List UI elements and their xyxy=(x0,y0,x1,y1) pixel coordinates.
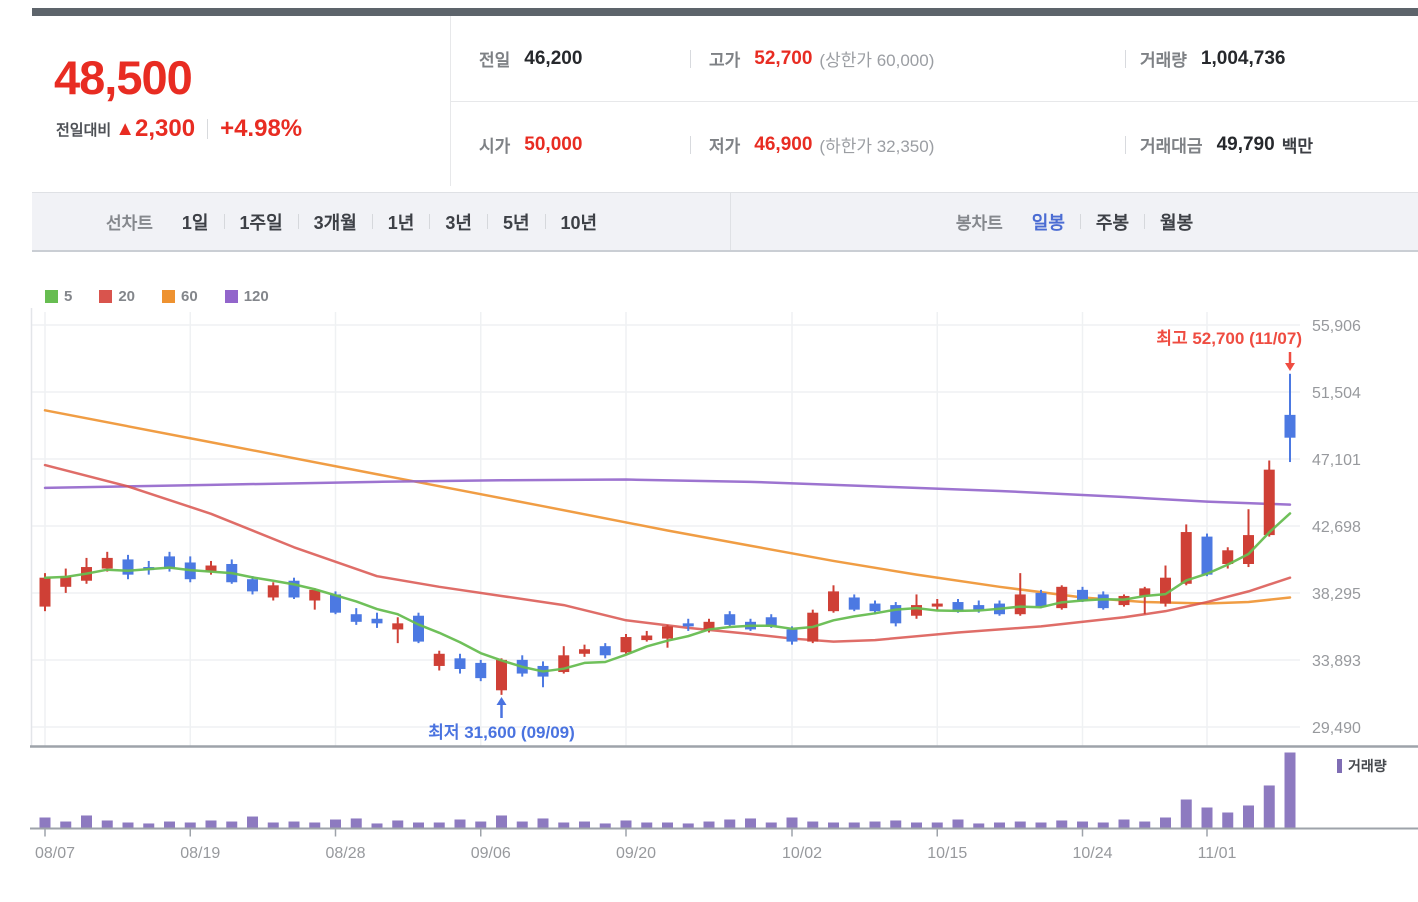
top-dark-strip xyxy=(32,8,1418,16)
ma20-legend-item: 20 xyxy=(99,288,135,305)
divider xyxy=(1125,49,1126,68)
svg-text:08/28: 08/28 xyxy=(325,845,365,862)
svg-text:08/07: 08/07 xyxy=(35,845,75,862)
stat-high: 고가 52,700 (상한가 60,000) xyxy=(691,46,1125,71)
svg-text:47,101: 47,101 xyxy=(1312,452,1361,469)
svg-text:11/01: 11/01 xyxy=(1198,845,1237,862)
stat-low: 저가 46,900 (하한가 32,350) xyxy=(691,132,1125,157)
stat-label: 고가 xyxy=(709,51,741,70)
tab-1day[interactable]: 1일 xyxy=(181,212,209,233)
stat-value: 46,900 xyxy=(754,133,813,155)
candle-chart-tabs: 봉차트 일봉 주봉 월봉 xyxy=(732,193,1418,250)
stat-extra: (하한가 32,350) xyxy=(819,137,935,156)
line-chart-tabs: 선차트 1일 1주일 3개월 1년 3년 5년 10년 xyxy=(92,193,612,250)
change-label: 전일대비 xyxy=(56,121,112,139)
divider xyxy=(297,214,299,229)
change-percent: +4.98% xyxy=(220,115,303,142)
tab-group-line-chart[interactable]: 선차트 xyxy=(106,214,153,233)
svg-text:29,490: 29,490 xyxy=(1312,720,1361,737)
divider xyxy=(544,214,546,229)
stat-value: 49,790 xyxy=(1216,133,1275,155)
divider xyxy=(1125,135,1126,154)
ma5-legend-item: 5 xyxy=(45,288,72,305)
stat-label: 시가 xyxy=(479,137,511,156)
svg-text:10/24: 10/24 xyxy=(1072,845,1112,862)
low-annotation: 최저 31,600 (09/09) xyxy=(428,723,575,742)
tab-3month[interactable]: 3개월 xyxy=(313,212,357,233)
stat-value: 1,004,736 xyxy=(1200,47,1286,69)
stat-trade-value: 거래대금 49,790 백만 xyxy=(1126,132,1313,157)
divider xyxy=(207,119,209,139)
ma-legend: 5 20 60 120 xyxy=(45,288,269,305)
ma5-swatch-icon xyxy=(45,290,58,303)
svg-text:10/02: 10/02 xyxy=(782,845,822,862)
stat-value: 52,700 xyxy=(754,47,813,69)
tab-5year[interactable]: 5년 xyxy=(502,212,530,233)
divider xyxy=(486,214,488,229)
stats-row-2: 시가 50,000 저가 46,900 (하한가 32,350) 거래대금 49… xyxy=(451,102,1418,187)
tab-1week[interactable]: 1주일 xyxy=(239,212,283,233)
candlestick-chart[interactable]: 55,906 51,504 47,101 42,698 38,295 33,893 29,4… xyxy=(0,260,1418,902)
stat-value: 50,000 xyxy=(524,133,583,155)
tab-group-candle-chart[interactable]: 봉차트 xyxy=(955,214,1003,233)
ma20-swatch-icon xyxy=(99,290,113,303)
up-triangle-icon: ▲ xyxy=(115,117,135,140)
svg-text:거래량: 거래량 xyxy=(1348,758,1387,774)
stat-label: 거래대금 xyxy=(1140,137,1203,156)
current-price: 48,500 xyxy=(54,51,193,104)
svg-text:09/20: 09/20 xyxy=(616,845,656,862)
divider xyxy=(223,214,225,229)
svg-text:51,504: 51,504 xyxy=(1312,385,1361,402)
price-block: 48,500 전일대비 ▲ 2,300 +4.98% xyxy=(32,16,450,186)
stat-label: 거래량 xyxy=(1140,51,1187,70)
tabbar-divider xyxy=(730,193,731,250)
stat-unit: 백만 xyxy=(1281,137,1313,156)
header-divider xyxy=(450,16,451,186)
tab-monthly-candle[interactable]: 월봉 xyxy=(1160,212,1194,233)
tab-3year[interactable]: 3년 xyxy=(445,212,472,233)
stat-label: 저가 xyxy=(709,137,741,156)
ma120-label: 120 xyxy=(243,288,269,305)
svg-text:09/06: 09/06 xyxy=(471,845,511,862)
change-value: 2,300 xyxy=(135,115,196,142)
tab-10year[interactable]: 10년 xyxy=(560,212,598,233)
svg-text:42,698: 42,698 xyxy=(1312,519,1361,536)
tab-1year[interactable]: 1년 xyxy=(387,212,415,233)
stats-row-1: 전일 46,200 고가 52,700 (상한가 60,000) 거래량 1,0… xyxy=(451,16,1418,102)
divider xyxy=(1144,214,1146,229)
stat-extra: (상한가 60,000) xyxy=(819,51,935,70)
divider xyxy=(690,49,691,68)
stat-value: 46,200 xyxy=(524,47,583,69)
stats-panel: 전일 46,200 고가 52,700 (상한가 60,000) 거래량 1,0… xyxy=(451,16,1418,186)
tab-weekly-candle[interactable]: 주봉 xyxy=(1095,212,1130,233)
divider xyxy=(429,214,431,229)
chart-period-tabbar: 선차트 1일 1주일 3개월 1년 3년 5년 10년 봉차트 일봉 주봉 월봉 xyxy=(32,192,1418,252)
stat-open: 시가 50,000 xyxy=(451,132,690,157)
price-change-row: 전일대비 ▲ 2,300 +4.98% xyxy=(56,115,450,143)
tab-daily-candle[interactable]: 일봉 xyxy=(1031,212,1065,233)
stat-label: 전일 xyxy=(479,51,511,70)
ma60-legend-item: 60 xyxy=(162,288,198,305)
ma120-legend-item: 120 xyxy=(224,288,269,305)
svg-text:08/19: 08/19 xyxy=(180,845,220,862)
ma120-swatch-icon xyxy=(224,290,238,303)
ma60-swatch-icon xyxy=(162,290,176,303)
svg-text:33,893: 33,893 xyxy=(1312,653,1361,670)
divider xyxy=(690,135,691,154)
ma20-label: 20 xyxy=(118,288,136,305)
ma60-label: 60 xyxy=(181,288,198,305)
stat-volume: 거래량 1,004,736 xyxy=(1126,46,1285,71)
divider xyxy=(371,214,373,229)
divider xyxy=(1079,214,1081,229)
ma5-label: 5 xyxy=(64,288,73,305)
stat-prev-close: 전일 46,200 xyxy=(451,46,690,71)
svg-text:38,295: 38,295 xyxy=(1312,586,1361,603)
svg-text:10/15: 10/15 xyxy=(927,845,967,862)
high-annotation: 최고 52,700 (11/07) xyxy=(1156,329,1302,348)
svg-text:55,906: 55,906 xyxy=(1312,318,1361,335)
